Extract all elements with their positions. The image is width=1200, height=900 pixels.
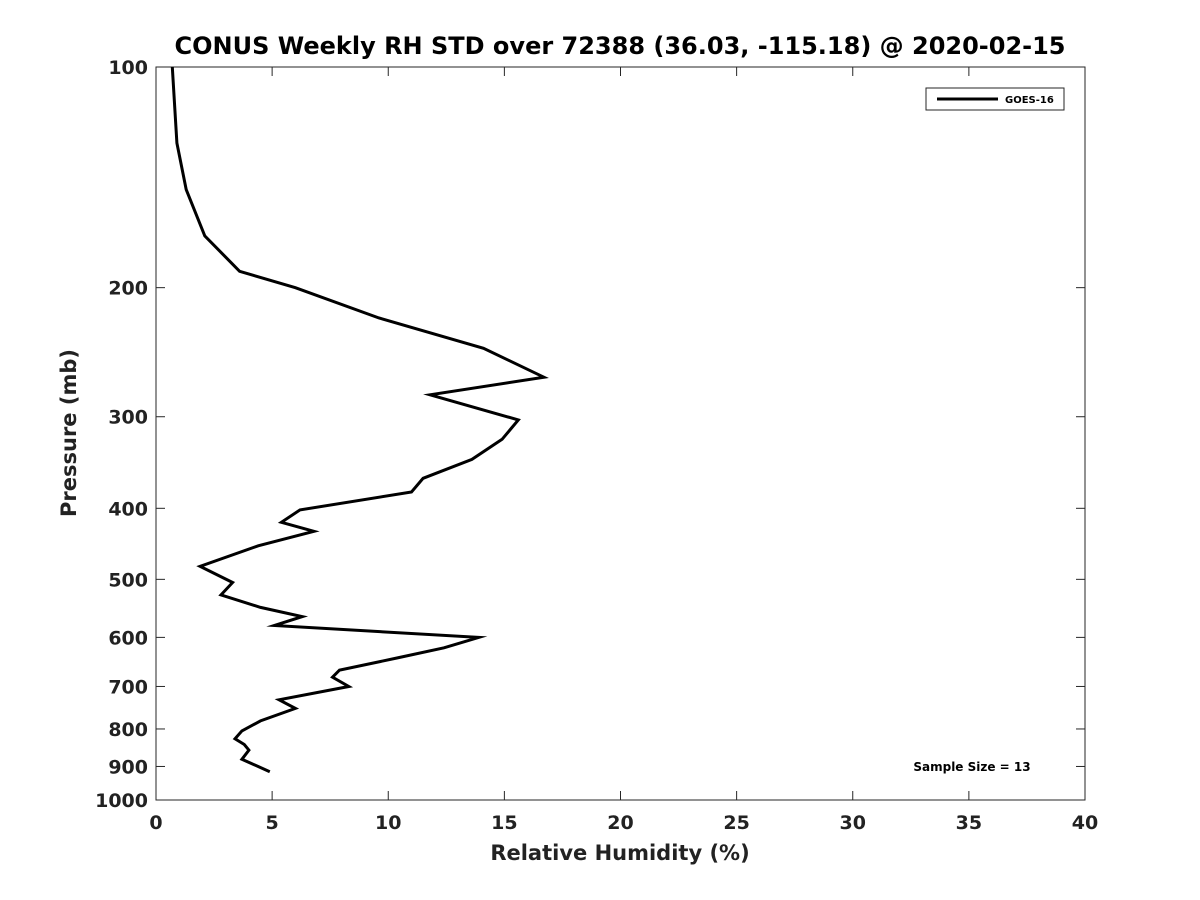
legend: GOES-16: [925, 87, 1065, 111]
series-line-goes-16: [170, 66, 549, 774]
x-tick-label: 20: [607, 812, 633, 834]
y-tick-label: 500: [108, 569, 148, 591]
y-tick-label: 1000: [95, 790, 148, 812]
y-tick-label: 100: [108, 57, 148, 79]
x-axis-label: Relative Humidity (%): [490, 841, 749, 865]
chart-title: CONUS Weekly RH STD over 72388 (36.03, -…: [174, 32, 1065, 60]
y-tick-label: 300: [108, 407, 148, 429]
x-tick-label: 0: [149, 812, 162, 834]
x-tick-label: 10: [375, 812, 401, 834]
x-tick-label: 35: [956, 812, 982, 834]
legend-label-goes-16: GOES-16: [1005, 95, 1054, 106]
series-layer: [170, 66, 549, 774]
x-tick-label: 25: [723, 812, 749, 834]
y-axis: 100 200 300 400 500 600 700 800 900 1000: [95, 57, 1085, 812]
x-tick-label: 5: [266, 812, 279, 834]
y-axis-label: Pressure (mb): [57, 349, 81, 517]
x-tick-label: 30: [840, 812, 866, 834]
y-tick-label: 600: [108, 627, 148, 649]
y-tick-label: 900: [108, 756, 148, 778]
y-tick-label: 800: [108, 719, 148, 741]
y-tick-label: 200: [108, 278, 148, 300]
x-tick-label: 40: [1072, 812, 1098, 834]
y-tick-label: 700: [108, 676, 148, 698]
x-tick-label: 15: [491, 812, 517, 834]
x-axis: 0 5 10 15 20 25 30 35 40: [149, 67, 1098, 834]
sample-size-note: Sample Size = 13: [913, 760, 1030, 774]
y-tick-label: 400: [108, 498, 148, 520]
